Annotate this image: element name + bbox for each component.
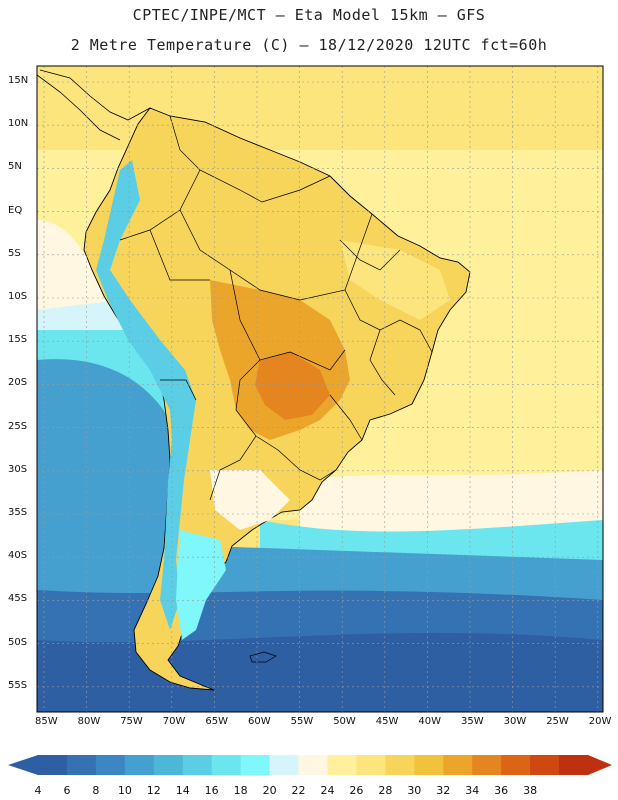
lon-label: 35W <box>461 716 484 727</box>
colorbar-label: 16 <box>204 784 219 797</box>
ocean-subtropical-pale <box>300 470 603 543</box>
ocean-deep <box>37 632 603 712</box>
lat-label: 10S <box>8 291 28 302</box>
lat-label: 20S <box>8 377 28 389</box>
map-frame <box>36 65 604 713</box>
falkland-islands <box>249 651 277 663</box>
colorbar-label: 34 <box>465 784 480 797</box>
colorbar-cell <box>385 755 415 775</box>
colorbar-cell <box>443 755 473 775</box>
colorbar-right-arrow <box>588 755 612 775</box>
colorbar-cell <box>472 755 502 775</box>
colorbar-cell <box>240 755 271 775</box>
colorbar-label: 28 <box>378 784 393 797</box>
colorbar-cell <box>124 755 155 775</box>
colorbar-label: 18 <box>233 784 248 797</box>
lat-label: 5N <box>8 161 22 173</box>
lon-label: 45W <box>375 716 399 727</box>
colorbar-cell <box>38 755 68 775</box>
lat-label: 25S <box>8 420 28 432</box>
lon-label: 70W <box>162 716 186 727</box>
lat-label: 30S <box>8 463 28 475</box>
land-hottest-core <box>255 352 330 420</box>
lon-label: 55W <box>290 716 314 727</box>
lon-label: 60W <box>248 716 271 727</box>
colorbar-cell <box>559 755 589 775</box>
colorbar-cell <box>356 755 386 775</box>
central-america <box>37 74 121 141</box>
colorbar-label: 24 <box>320 784 335 797</box>
colorbar-cell <box>66 755 97 775</box>
grid-lines <box>37 66 603 712</box>
lat-label: 40S <box>8 550 28 562</box>
colorbar-cell <box>327 755 357 775</box>
lon-label: 25W <box>546 716 569 727</box>
lat-label: 45S <box>8 593 28 605</box>
colorbar-label: 12 <box>146 784 161 797</box>
lat-label: 15S <box>8 334 28 346</box>
lon-label: 20W <box>588 716 612 727</box>
lon-label: 50W <box>333 716 356 727</box>
colorbar-cell <box>269 755 300 775</box>
colorbar-label: 32 <box>436 784 451 797</box>
lat-label: 15N <box>8 75 29 86</box>
colorbar-cell <box>153 755 184 775</box>
lat-label: 5S <box>8 247 21 259</box>
colorbar-cell <box>414 755 444 775</box>
ocean-pacific-teal <box>37 359 170 600</box>
lat-label: EQ <box>8 204 23 216</box>
colorbar-label: 10 <box>117 784 132 797</box>
title-line-1: CPTEC/INPE/MCT – Eta Model 15km – GFS <box>132 6 486 24</box>
colorbar-cell <box>182 755 213 775</box>
lon-label: 75W <box>120 716 143 727</box>
colorbar-label: 8 <box>92 784 100 797</box>
colorbar-label: 6 <box>63 784 71 797</box>
lon-label: 80W <box>77 716 101 727</box>
lat-label: 35S <box>8 507 28 518</box>
colorbar-cell <box>298 755 328 775</box>
colorbar-cell <box>530 755 560 775</box>
lat-label: 55S <box>8 679 28 691</box>
colorbar-label: 26 <box>349 784 364 797</box>
title-line-2: 2 Metre Temperature (C) – 18/12/2020 12U… <box>70 36 548 54</box>
lat-label: 10N <box>8 118 29 130</box>
lon-label: 30W <box>503 716 527 727</box>
colorbar-label: 22 <box>291 784 306 797</box>
colorbar-label: 36 <box>494 784 509 797</box>
colorbar-label: 14 <box>175 784 190 797</box>
colorbar-cell <box>211 755 242 775</box>
temperature-map <box>36 65 604 713</box>
colorbar-label: 30 <box>407 784 422 797</box>
andes-cold <box>96 160 196 630</box>
pampas-pale <box>210 470 290 530</box>
colorbar-label: 4 <box>34 784 42 797</box>
colorbar <box>8 755 612 775</box>
lon-label: 85W <box>35 716 58 727</box>
lon-label: 65W <box>205 716 229 727</box>
colorbar-label: 20 <box>262 784 277 797</box>
caribbean-coast <box>39 69 151 121</box>
colorbar-left-arrow <box>8 755 38 775</box>
lat-label: 50S <box>8 636 28 648</box>
lon-label: 40W <box>418 716 442 727</box>
colorbar-cell <box>501 755 531 775</box>
colorbar-label: 38 <box>523 784 538 797</box>
land-warm-east <box>340 240 450 320</box>
colorbar-cell <box>95 755 126 775</box>
